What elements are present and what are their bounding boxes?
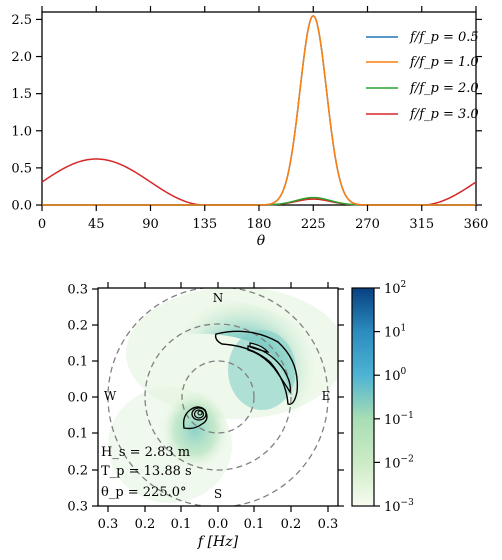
x-axis-label: θ [257,233,266,249]
spectrum-patch-sw [161,390,229,470]
x-ticks: 0 45 90 135 180 225 270 315 360 [38,6,489,232]
compass-w: W [104,389,117,403]
spectrum-x-tick-label-4: 0.1 [244,517,265,532]
spectrum-x-tick-label-1: 0.2 [135,517,156,532]
y-tick-label-2: 1.0 [11,124,32,139]
contour-ne-mid [247,345,292,394]
x-tick-label-0: 0 [38,217,46,232]
spectrum-x-tick-label-2: 0.1 [171,517,192,532]
y-tick-label-5: 2.5 [11,13,32,28]
colorbar-tick-label-0: 102 [384,280,406,297]
directional-spectrum-plot: N E S W 0.3 0.2 0.1 0.0 0.1 0.2 0.3 0.30.20.10… [67,280,414,550]
y-tick-label-3: 1.5 [11,87,32,102]
spectrum-y-tick-label-3: 0.0 [67,391,88,406]
x-tick-label-7: 315 [409,217,434,232]
series-line-1 [42,14,476,206]
y-ticks: 0.0 0.5 1.0 1.5 2.0 2.5 [11,13,482,214]
freq-circle-0.3 [107,288,329,506]
x-tick-label-6: 270 [355,217,380,232]
compass-s: S [214,487,222,501]
y-tick-label-4: 2.0 [11,50,32,65]
spectrum-y-tick-label-1: 0.2 [67,319,88,334]
spectrum-patch-ne [170,298,315,440]
compass-e: E [322,389,331,403]
series-line-2 [42,196,476,206]
legend-label-0: f/f_p = 0.5 [409,30,479,45]
x-tick-label-8: 360 [464,217,489,232]
spectrum-y-tick-label-0: 0.3 [67,283,88,298]
spectrum-x-axis-label: f [Hz] [197,534,239,550]
legend-label-1: f/f_p = 1.0 [409,55,479,70]
x-tick-label-5: 225 [301,217,326,232]
line-chart: 0 45 90 135 180 225 270 315 360 0.0 0.5 1.0 1.5 2.0 2… [11,6,488,249]
spectrum-x-tick-label-3: 0.0 [208,517,229,532]
spectrum-y-tick-label-2: 0.1 [67,355,88,370]
spectrum-y-tick-label-4: 0.1 [67,427,88,442]
compass-n: N [213,291,224,305]
legend-label-2: f/f_p = 2.0 [409,81,479,96]
freq-circle-0.1 [181,360,255,434]
param-tp: T_p = 13.88 s [101,464,192,479]
spectrum-y-ticks: 0.3 0.2 0.1 0.0 0.1 0.2 0.3 [67,283,344,515]
spectrum-x-tick-label-6: 0.3 [318,517,339,532]
legend: f/f_p = 0.5 f/f_p = 1.0 f/f_p = 2.0 f/f_… [366,30,479,122]
spectrum-y-tick-label-5: 0.2 [67,464,88,479]
freq-circle-0.2 [144,323,292,471]
colorbar-tick-label-5: 10−3 [384,498,414,515]
contour-sw-core [197,410,203,416]
x-tick-label-3: 135 [192,217,217,232]
legend-label-3: f/f_p = 3.0 [409,107,479,122]
colorbar-tick-label-1: 101 [384,324,406,341]
spectrum-x-tick-label-5: 0.2 [281,517,302,532]
param-thetap: θ_p = 225.0° [101,485,187,500]
spectrum-x-ticks: 0.3 0.2 0.1 0.0 0.1 0.2 0.3 [98,282,339,532]
spectrum-field [107,288,338,506]
line-series-group [41,14,477,206]
series-line-3 [41,158,477,206]
y-tick-label-1: 0.5 [11,161,32,176]
contour-ne-inner [249,342,270,353]
contour-sw-mid [191,407,207,421]
x-tick-label-2: 90 [142,217,159,232]
param-hs: H_s = 2.83 m [101,445,190,460]
x-tick-label-4: 180 [247,217,272,232]
spectrum-x-tick-label-0: 0.3 [98,517,119,532]
contour-ne-outer [214,330,299,405]
colorbar-tick-label-3: 10−1 [384,411,414,428]
spectrum-y-tick-label-6: 0.3 [67,500,88,515]
y-tick-label-0: 0.0 [11,199,32,214]
colorbar-ticks: 102 101 100 10−1 10−2 10−3 [374,280,414,515]
colorbar-tick-label-4: 10−2 [384,454,414,471]
contour-sw-inner [193,409,205,419]
colorbar-tick-label-2: 100 [384,367,407,384]
colorbar [351,287,375,507]
spectrum-core-ne [228,330,296,410]
x-tick-label-1: 45 [88,217,105,232]
